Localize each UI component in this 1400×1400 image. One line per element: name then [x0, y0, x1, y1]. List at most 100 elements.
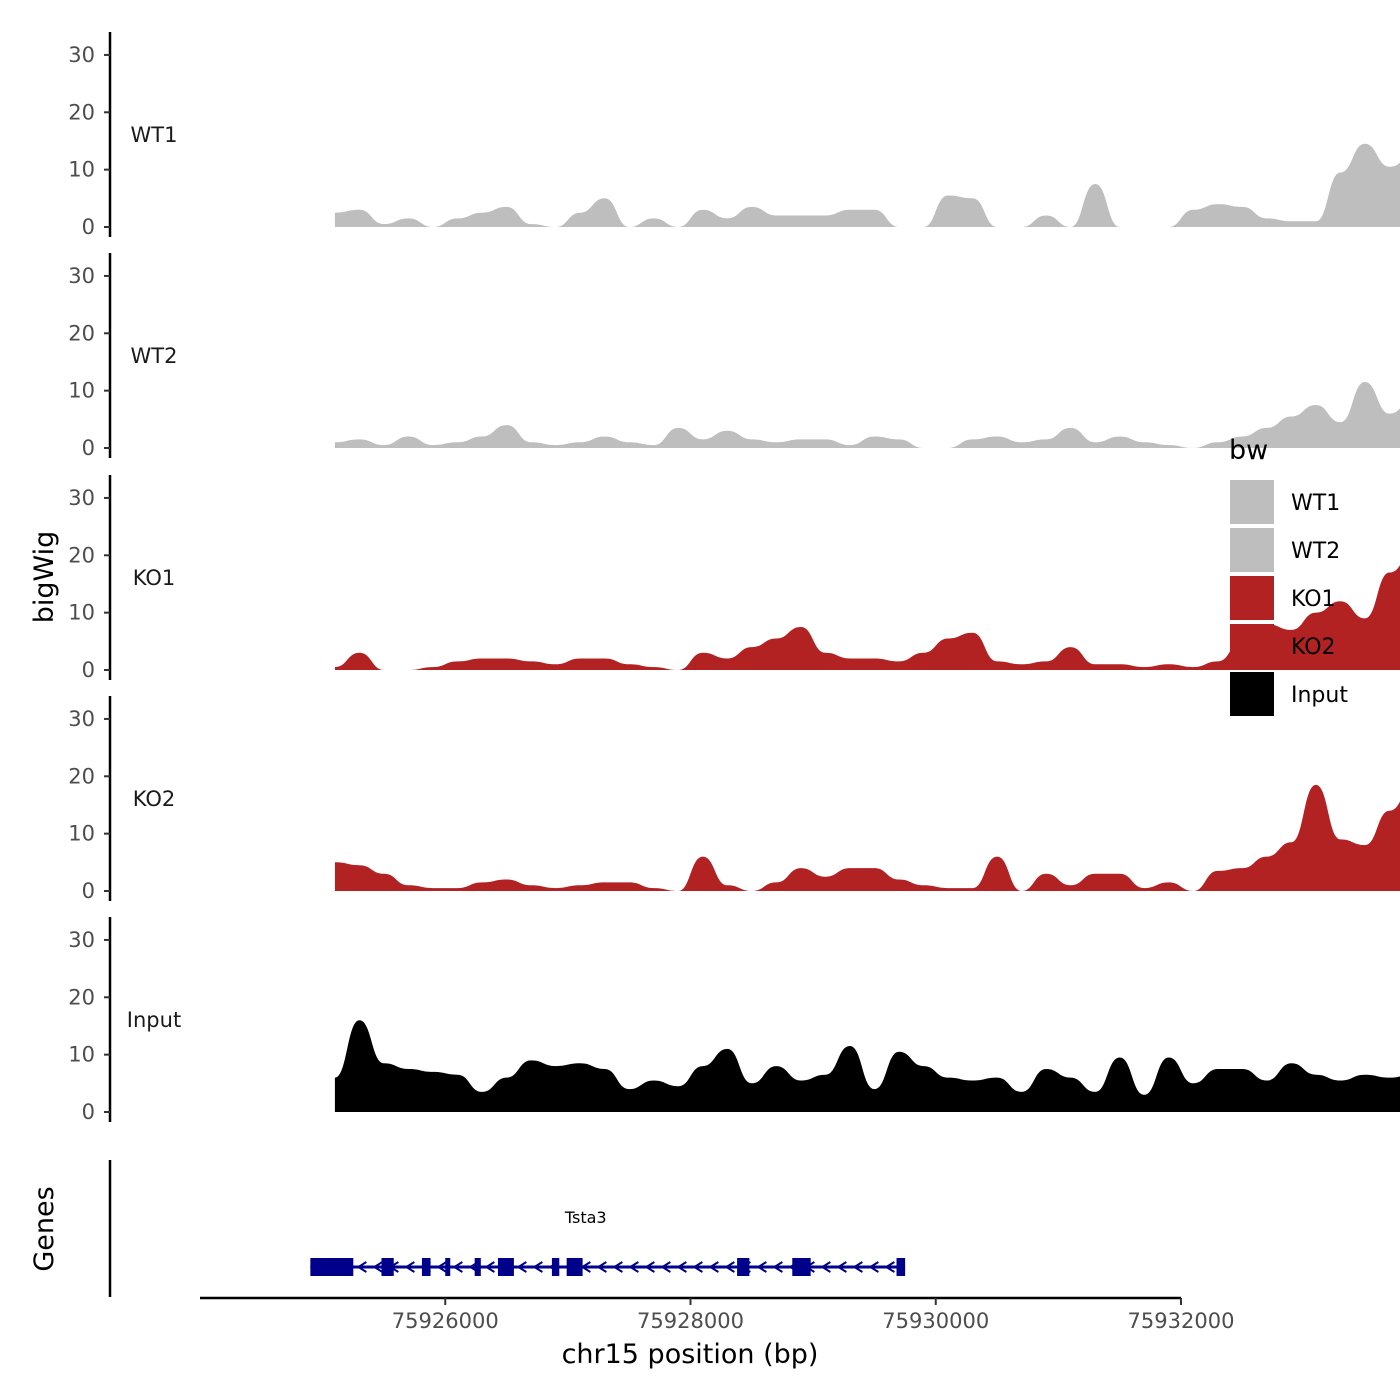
track-label: Input: [127, 1008, 181, 1032]
gene-exon: [381, 1258, 394, 1276]
legend-swatch: [1230, 672, 1274, 716]
y-tick-label: 10: [68, 822, 95, 846]
signal-area-wt2: [334, 382, 1400, 448]
y-tick-label: 20: [68, 985, 95, 1009]
track-wt2: 0 10 20 30 WT2: [68, 253, 1400, 460]
strand-arrow: [612, 1261, 623, 1273]
gene-exon: [445, 1258, 451, 1276]
legend-item-ko2: KO2: [1230, 624, 1336, 668]
x-tick-label: 75928000: [637, 1309, 744, 1333]
y-tick-label: 10: [68, 601, 95, 625]
y-tick-label: 30: [68, 486, 95, 510]
y-tick-label: 10: [68, 379, 95, 403]
track-ko1: 0 10 20 30 KO1: [68, 475, 1400, 682]
gene-tsta3: Tsta3: [310, 1208, 906, 1276]
legend-swatch: [1230, 624, 1274, 668]
y-tick-label: 30: [68, 43, 95, 67]
strand-arrow: [452, 1261, 463, 1273]
strand-arrow: [660, 1261, 671, 1273]
genes-axis-title: Genes: [29, 1186, 60, 1271]
strand-arrow: [884, 1261, 895, 1273]
legend-item-input: Input: [1230, 672, 1348, 716]
strand-arrow: [836, 1261, 847, 1273]
strand-arrow: [596, 1261, 607, 1273]
legend-item-wt2: WT2: [1230, 528, 1340, 572]
signal-area-input: [334, 1020, 1400, 1112]
y-tick-label: 10: [68, 158, 95, 182]
strand-arrow: [724, 1261, 735, 1273]
legend-label: WT2: [1291, 539, 1340, 564]
y-tick-label: 20: [68, 764, 95, 788]
y-tick-label: 30: [68, 707, 95, 731]
strand-arrow: [756, 1261, 767, 1273]
x-tick-label: 75926000: [392, 1309, 499, 1333]
strand-arrow: [708, 1261, 719, 1273]
strand-arrow: [772, 1261, 783, 1273]
legend-item-ko1: KO1: [1230, 576, 1336, 620]
x-axis-title: chr15 position (bp): [562, 1339, 819, 1370]
gene-exon: [421, 1258, 431, 1276]
strand-arrow: [372, 1261, 383, 1273]
track-ko2: 0 10 20 30 KO2: [68, 696, 1400, 903]
track-label: KO2: [133, 787, 176, 811]
legend-label: KO1: [1291, 587, 1336, 612]
strand-arrow: [820, 1261, 831, 1273]
legend-swatch: [1230, 576, 1274, 620]
strand-arrow: [404, 1261, 415, 1273]
strand-arrow: [676, 1261, 687, 1273]
legend: bw WT1 WT2 KO1 KO2 Input: [1229, 435, 1348, 716]
y-tick-label: 20: [68, 100, 95, 124]
track-label: KO1: [133, 566, 176, 590]
y-tick-label: 0: [82, 1100, 95, 1124]
tracks-layer: 0 10 20 30 WT1 0 10 20 30 WT2 0 10 20 30 KO1 0 10 20 30 KO2…: [68, 32, 1400, 1124]
legend-label: KO2: [1291, 635, 1336, 660]
strand-arrow: [644, 1261, 655, 1273]
gene-exon: [474, 1258, 481, 1276]
legend-label: Input: [1291, 683, 1348, 708]
track-input: 0 10 20 30 Input: [68, 917, 1400, 1124]
y-tick-label: 0: [82, 658, 95, 682]
strand-arrow: [484, 1261, 495, 1273]
gene-exon: [566, 1258, 583, 1276]
strand-arrow: [436, 1261, 447, 1273]
y-tick-label: 0: [82, 215, 95, 239]
signal-area-wt1: [334, 143, 1400, 227]
signal-area-ko2: [334, 784, 1400, 891]
y-tick-label: 0: [82, 879, 95, 903]
genes-panel: Tsta3: [108, 1160, 906, 1297]
legend-label: WT1: [1291, 491, 1340, 516]
legend-title: bw: [1229, 435, 1268, 466]
y-tick-label: 10: [68, 1043, 95, 1067]
legend-swatch: [1230, 480, 1274, 524]
gene-exon: [792, 1258, 811, 1276]
gene-exon: [497, 1258, 514, 1276]
legend-swatch: [1230, 528, 1274, 572]
strand-arrow: [692, 1261, 703, 1273]
signal-area-ko1: [334, 565, 1400, 670]
y-axis-title: bigWig: [29, 531, 60, 624]
y-tick-label: 30: [68, 928, 95, 952]
track-label: WT2: [131, 344, 178, 368]
strand-arrow: [852, 1261, 863, 1273]
y-tick-label: 20: [68, 543, 95, 567]
track-label: WT1: [131, 123, 178, 147]
gene-name-label: Tsta3: [564, 1208, 607, 1227]
y-tick-label: 0: [82, 436, 95, 460]
y-tick-label: 20: [68, 321, 95, 345]
gene-exon: [310, 1258, 354, 1276]
gene-exon: [737, 1258, 750, 1276]
strand-arrow: [516, 1261, 527, 1273]
x-tick-label: 75932000: [1128, 1309, 1235, 1333]
strand-arrow: [356, 1261, 367, 1273]
strand-arrow: [628, 1261, 639, 1273]
strand-arrow: [532, 1261, 543, 1273]
x-axis: 75926000 75928000 75930000 75932000: [200, 1296, 1235, 1333]
legend-item-wt1: WT1: [1230, 480, 1340, 524]
track-wt1: 0 10 20 30 WT1: [68, 32, 1400, 239]
x-tick-label: 75930000: [882, 1309, 989, 1333]
gene-exon: [551, 1258, 560, 1276]
y-tick-label: 30: [68, 264, 95, 288]
strand-arrow: [868, 1261, 879, 1273]
gene-exon: [896, 1258, 906, 1276]
